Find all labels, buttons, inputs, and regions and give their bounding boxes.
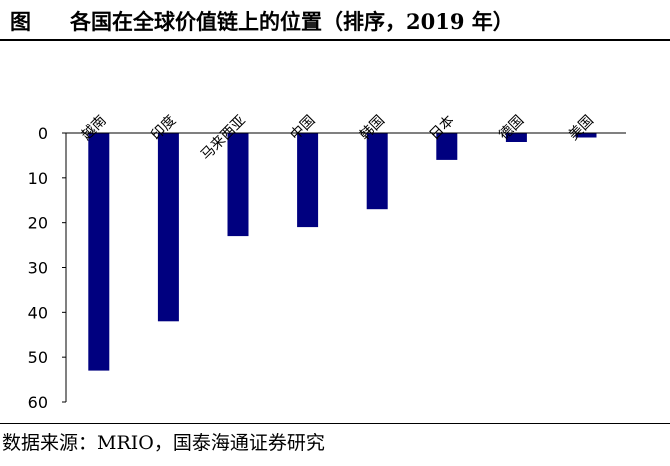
y-tick-label-5: 50	[28, 348, 48, 367]
bar-5	[436, 133, 458, 160]
title-rule	[0, 39, 670, 41]
figure-label: 图	[10, 9, 31, 34]
y-tick-label-4: 40	[28, 303, 48, 322]
category-label-7: 美国	[566, 113, 597, 144]
bar-1	[157, 133, 179, 322]
source-note: 数据来源：MRIO，国泰海通证券研究	[2, 432, 325, 454]
bar-2	[227, 133, 249, 237]
y-tick-label-1: 10	[28, 169, 48, 188]
bar-6	[505, 133, 527, 142]
bar-7	[575, 133, 597, 138]
bar-4	[366, 133, 388, 210]
bar-3	[297, 133, 319, 228]
figure-title-row: 图 各国在全球价值链上的位置（排序，2019 年）	[0, 0, 670, 40]
chart-title: 各国在全球价值链上的位置（排序，2019 年）	[70, 9, 514, 34]
y-tick-label-2: 20	[28, 214, 48, 233]
y-tick-label-6: 60	[28, 393, 48, 412]
y-tick-label-3: 30	[28, 259, 48, 278]
source-rule	[0, 423, 670, 424]
bar-0	[88, 133, 110, 371]
y-tick-label-0: 0	[38, 124, 48, 143]
